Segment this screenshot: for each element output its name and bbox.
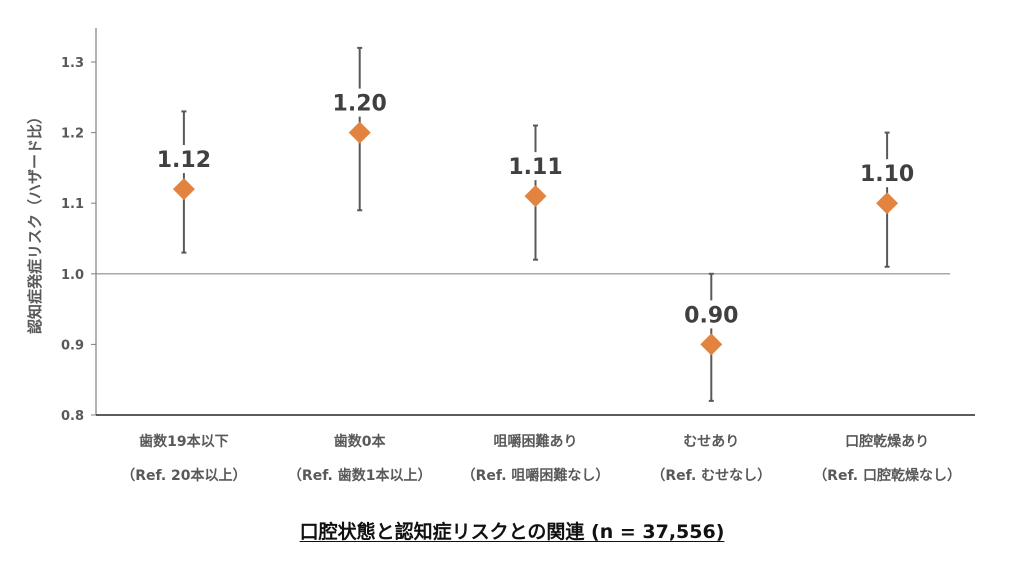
data-value-label: 1.11 — [508, 155, 562, 180]
diamond-marker — [172, 178, 195, 201]
data-point: 1.10 — [857, 131, 918, 268]
category-label: 歯数19本以下 — [139, 433, 228, 450]
data-marks: 1.12 1.20 1.11 0.90 1.10 — [153, 46, 918, 402]
data-point: 1.20 — [329, 46, 390, 212]
label-background — [329, 88, 390, 117]
category-ref-label: （Ref. むせなし） — [651, 468, 771, 484]
y-tick-label: 0.9 — [61, 338, 84, 353]
category-ref-label: （Ref. 歯数1本以上） — [288, 467, 432, 484]
forest-plot: 1.31.21.11.00.90.8 1.121.201.110.901.10 … — [26, 28, 975, 484]
category-ref-label: （Ref. 咀嚼困難なし） — [462, 467, 610, 484]
category-label: 歯数0本 — [334, 433, 387, 450]
label-background — [681, 300, 742, 329]
y-tick-label: 1.1 — [61, 197, 84, 212]
data-point: 1.11 — [505, 124, 566, 261]
diamond-marker — [524, 185, 547, 208]
data-point: 0.90 — [681, 272, 742, 402]
diamond-marker — [348, 121, 371, 144]
data-value-label: 0.90 — [684, 303, 738, 328]
chart-caption: 口腔状態と認知症リスクとの関連 (n = 37,556) — [0, 517, 1024, 544]
category-label: 口腔乾燥あり — [845, 433, 929, 450]
diamond-marker — [876, 192, 899, 215]
y-axis-title: 認知症発症リスク（ハザード比） — [26, 109, 44, 334]
label-background — [505, 152, 566, 181]
y-tick-label: 0.8 — [61, 409, 84, 424]
data-value-label: 1.12 — [157, 148, 211, 173]
label-background — [857, 159, 918, 188]
y-axis: 1.3 1.2 1.1 1.0 0.9 0.8 — [61, 28, 97, 424]
diamond-marker — [700, 333, 723, 356]
y-tick-label: 1.3 — [61, 56, 84, 71]
category-label: 咀嚼困難あり — [494, 433, 578, 450]
y-tick-label: 1.0 — [61, 268, 84, 283]
data-value-label: 1.20 — [333, 92, 387, 117]
data-value-label: 1.10 — [860, 162, 914, 187]
label-background — [153, 145, 214, 174]
category-ref-label: （Ref. 20本以上） — [121, 467, 246, 484]
category-ref-label: （Ref. 口腔乾燥なし） — [813, 467, 961, 484]
x-axis: 歯数19本以下 （Ref. 20本以上） 歯数0本 （Ref. 歯数1本以上） 咀嚼困難… — [96, 414, 975, 484]
y-tick-label: 1.2 — [61, 127, 84, 142]
category-label: むせあり — [683, 434, 739, 450]
caption-text: 口腔状態と認知症リスクとの関連 (n = 37,556) — [299, 521, 725, 543]
data-point: 1.12 — [153, 110, 214, 254]
